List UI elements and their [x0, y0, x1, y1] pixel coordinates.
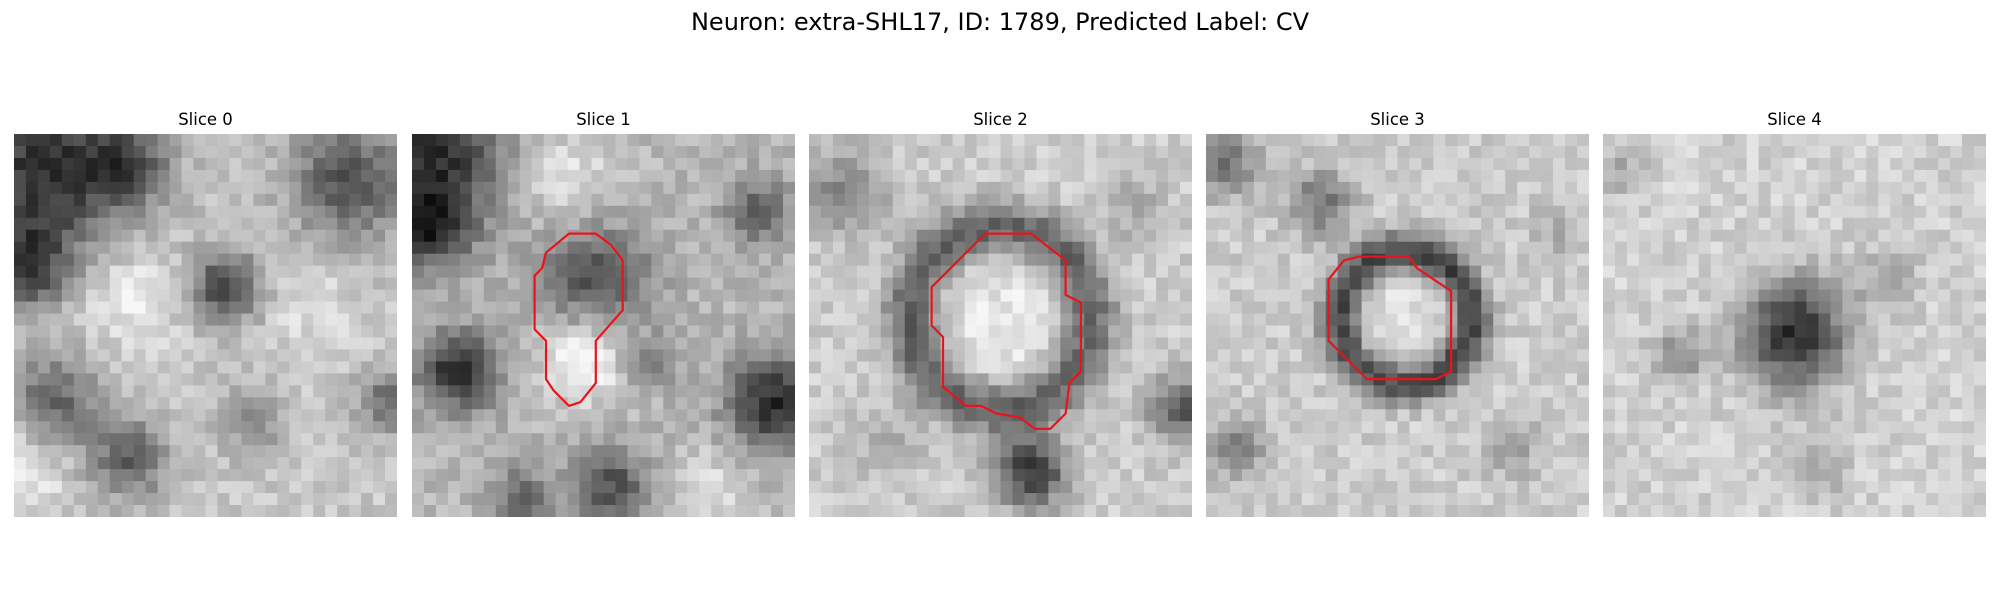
slice-image-4: [1603, 134, 1986, 517]
pixel-grid-2: [809, 134, 1192, 517]
slice-image-1: [412, 134, 795, 517]
slice-title-1: Slice 1: [412, 109, 795, 131]
slice-image-2: [809, 134, 1192, 517]
pixel-grid-4: [1603, 134, 1986, 517]
slice-panel-4: Slice 4: [1603, 109, 1986, 517]
slice-title-0: Slice 0: [14, 109, 397, 131]
slice-panel-0: Slice 0: [14, 109, 397, 517]
slice-panel-3: Slice 3: [1206, 109, 1589, 517]
slice-title-4: Slice 4: [1603, 109, 1986, 131]
pixel-grid-3: [1206, 134, 1589, 517]
figure-title: Neuron: extra-SHL17, ID: 1789, Predicted…: [0, 8, 2000, 36]
slice-title-3: Slice 3: [1206, 109, 1589, 131]
pixel-grid-0: [14, 134, 397, 517]
slice-title-2: Slice 2: [809, 109, 1192, 131]
slice-image-0: [14, 134, 397, 517]
pixel-grid-1: [412, 134, 795, 517]
slice-panel-1: Slice 1: [412, 109, 795, 517]
slice-image-3: [1206, 134, 1589, 517]
slice-panel-2: Slice 2: [809, 109, 1192, 517]
